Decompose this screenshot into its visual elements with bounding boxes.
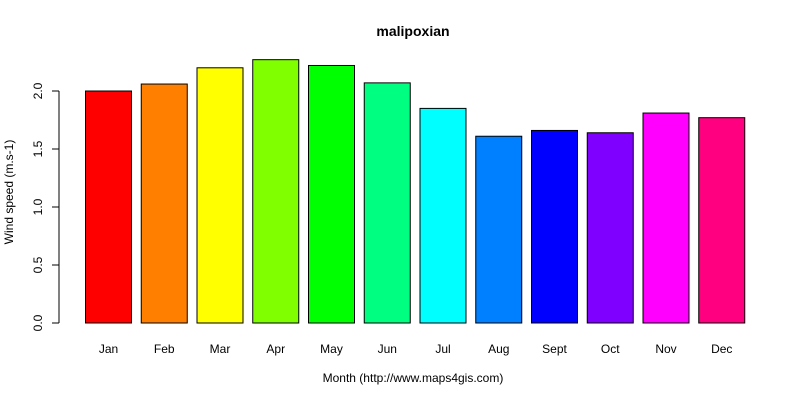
x-tick-label-aug: Aug — [488, 342, 509, 356]
bar-apr — [252, 59, 300, 324]
x-tick-label-mar: Mar — [210, 342, 231, 356]
bar-sept — [531, 129, 578, 324]
x-tick-labels: Jan Feb Mar Apr May Jun Jul Aug Sept Oct Nov Dec — [99, 342, 733, 356]
x-tick-label-apr: Apr — [266, 342, 285, 356]
chart-title: malipoxian — [376, 23, 449, 39]
bars-layer — [85, 59, 746, 324]
y-tick-label: 0.5 — [31, 256, 45, 273]
x-tick-label-jun: Jun — [378, 342, 397, 356]
bar-oct — [586, 132, 634, 324]
y-tick-label: 2.0 — [31, 82, 45, 99]
x-tick-label-jan: Jan — [99, 342, 118, 356]
bar-dec — [698, 117, 746, 324]
bar-feb — [140, 83, 188, 324]
x-tick-label-sept: Sept — [542, 342, 567, 356]
y-tick-label: 1.0 — [31, 198, 45, 215]
x-axis-title: Month (http://www.maps4gis.com) — [323, 371, 504, 385]
y-axis-title: Wind speed (m.s-1) — [2, 140, 16, 245]
y-axis: 0.0 0.5 1.0 1.5 2.0 — [31, 82, 60, 331]
x-tick-label-feb: Feb — [154, 342, 175, 356]
x-tick-label-may: May — [320, 342, 343, 356]
y-tick-label: 0.0 — [31, 314, 45, 331]
bar-jun — [363, 82, 411, 324]
bar-aug — [475, 135, 523, 324]
bar-nov — [642, 112, 690, 324]
x-tick-label-nov: Nov — [655, 342, 676, 356]
x-tick-label-jul: Jul — [435, 342, 450, 356]
bar-may — [308, 64, 355, 324]
bar-jul — [419, 107, 467, 324]
bar-mar — [196, 67, 244, 324]
y-tick-label: 1.5 — [31, 140, 45, 157]
x-tick-label-oct: Oct — [601, 342, 620, 356]
x-tick-label-dec: Dec — [711, 342, 732, 356]
bar-jan — [85, 90, 132, 324]
